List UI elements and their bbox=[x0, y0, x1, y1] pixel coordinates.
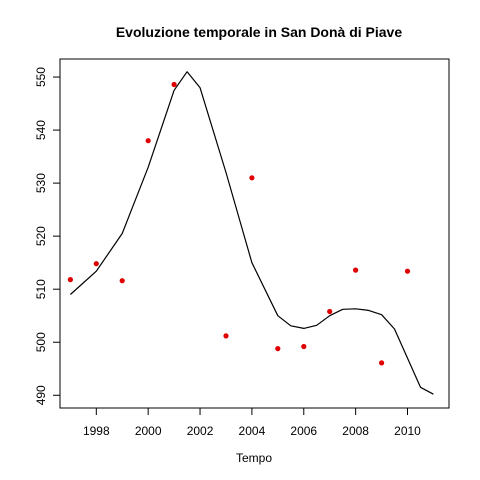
x-tick-label: 2000 bbox=[135, 424, 162, 438]
y-tick-label: 530 bbox=[34, 173, 48, 193]
data-point bbox=[327, 308, 333, 315]
smooth-line bbox=[69, 71, 434, 395]
x-tick-label: 2010 bbox=[394, 424, 421, 438]
chart-title: Evoluzione temporale in San Donà di Piav… bbox=[116, 24, 403, 40]
x-axis: 1998 2000 2002 2004 2006 2008 2010 bbox=[83, 408, 421, 438]
y-tick-label: 490 bbox=[34, 385, 48, 405]
x-tick-label: 2002 bbox=[187, 424, 214, 438]
data-point bbox=[249, 175, 255, 181]
data-point bbox=[93, 261, 99, 267]
x-axis-title: Tempo bbox=[236, 451, 272, 465]
data-point bbox=[275, 346, 281, 352]
x-tick-label: 1998 bbox=[83, 424, 110, 438]
plot-frame bbox=[59, 58, 450, 409]
data-point bbox=[404, 268, 411, 274]
y-tick-label: 540 bbox=[34, 120, 48, 140]
data-point bbox=[119, 278, 125, 284]
data-point bbox=[67, 277, 73, 283]
x-tick-label: 2006 bbox=[290, 424, 317, 438]
data-point bbox=[301, 343, 307, 350]
x-tick-label: 2004 bbox=[239, 424, 266, 438]
y-tick-label: 550 bbox=[34, 67, 48, 87]
y-axis: 490 500 510 520 530 540 550 bbox=[34, 67, 60, 405]
data-point bbox=[171, 81, 177, 88]
y-tick-label: 510 bbox=[34, 279, 48, 299]
data-point bbox=[223, 333, 229, 339]
y-tick-label: 500 bbox=[34, 332, 48, 352]
data-point bbox=[145, 138, 151, 144]
y-tick-label: 520 bbox=[34, 226, 48, 246]
data-point bbox=[379, 360, 385, 366]
data-point bbox=[353, 267, 359, 273]
plot-area bbox=[67, 71, 434, 395]
x-tick-label: 2008 bbox=[342, 424, 369, 438]
